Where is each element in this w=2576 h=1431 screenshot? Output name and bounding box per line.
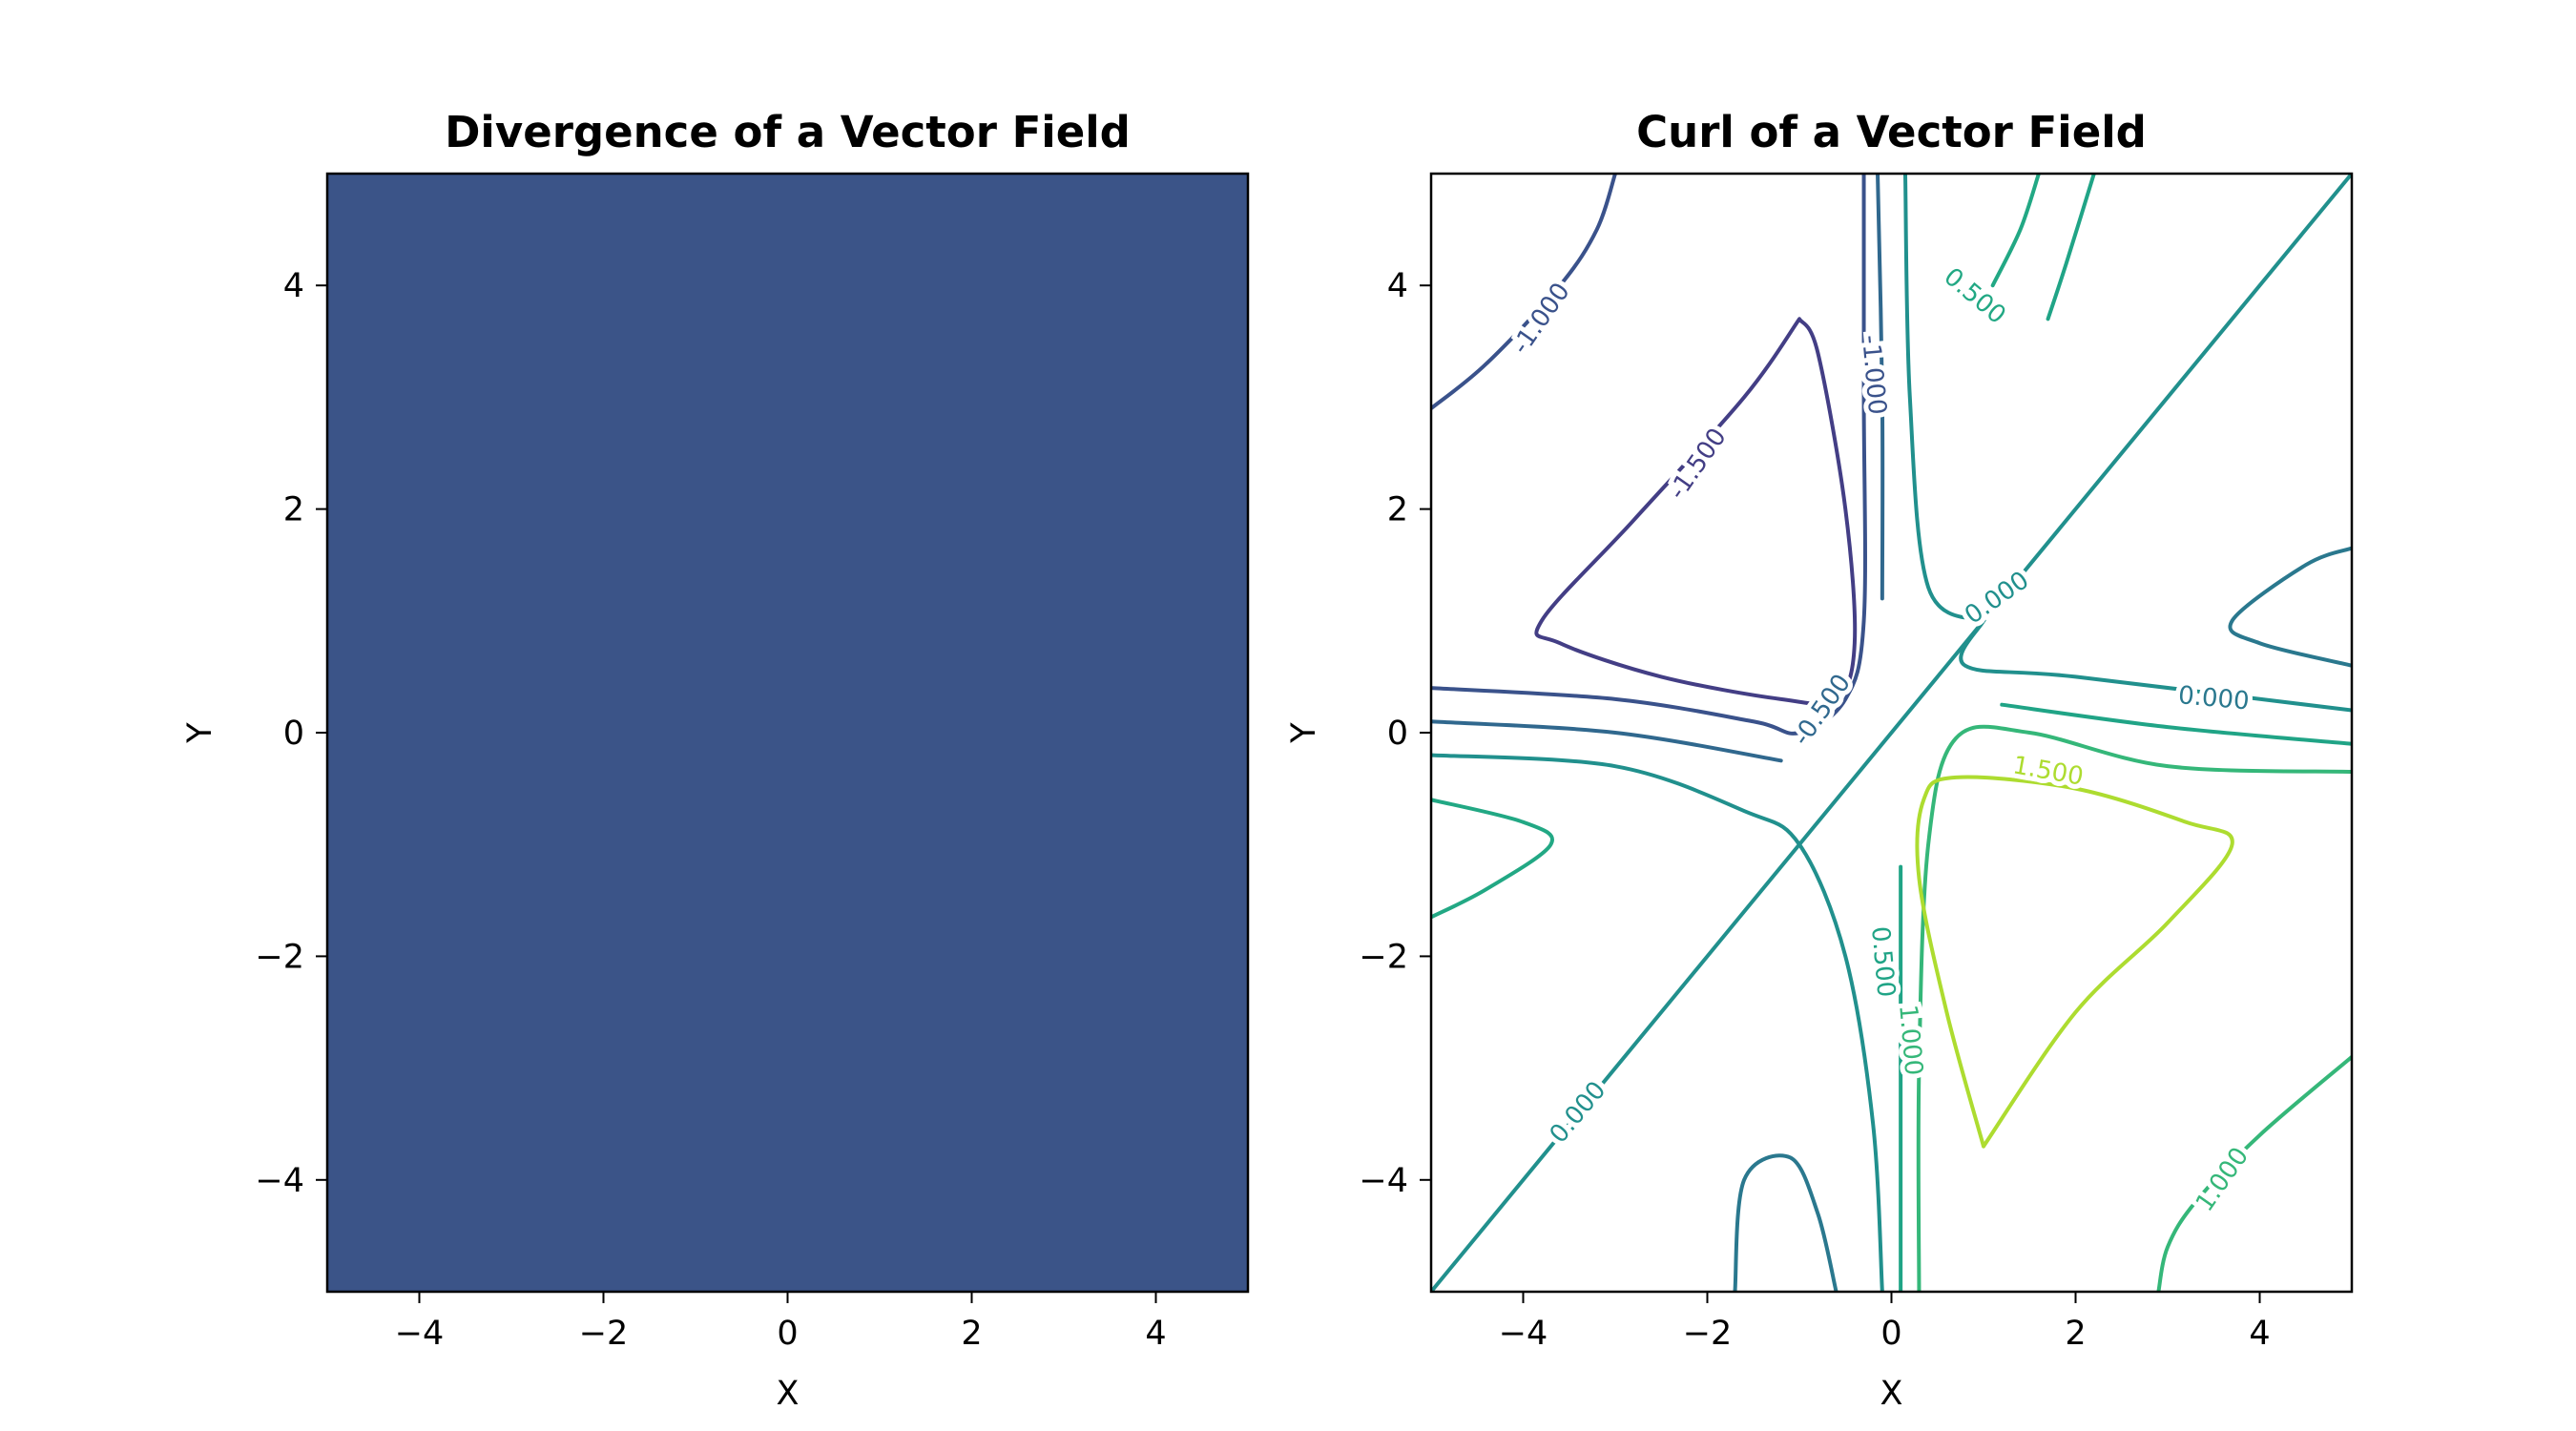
divergence-y-axis-label: Y: [181, 722, 219, 744]
contour-line: [1431, 753, 1884, 1292]
x-tick-label: 4: [2249, 1315, 2270, 1353]
divergence-title: Divergence of a Vector Field: [445, 107, 1131, 157]
curl-axes-frame: [1429, 172, 2354, 1294]
divergence-axes: −4 −2 0 2 4 −4 −2 0 2 4 Divergence of a Vector Fi…: [181, 107, 1250, 1413]
contour-line: [1534, 317, 1858, 707]
y-tick-label: 2: [1387, 491, 1408, 529]
x-tick-label: 0: [1880, 1315, 1901, 1353]
x-tick-label: 2: [2065, 1315, 2086, 1353]
contour-line: [1431, 719, 1783, 763]
contour-line: [1876, 174, 1885, 601]
curl-axes: -1.000-1.000-1.5000.5000.0000.000-0.5001…: [1285, 107, 2354, 1413]
y-tick-label: 0: [1387, 715, 1408, 753]
contour-line: [1915, 775, 2234, 1149]
y-tick-label: 4: [283, 267, 304, 305]
contour-line: [2228, 546, 2352, 668]
divergence-x-axis-label: X: [777, 1375, 800, 1413]
x-tick-label: −4: [1499, 1315, 1548, 1353]
contour-line: [1733, 1153, 1839, 1292]
contour-label: 0.500: [1865, 925, 1900, 999]
contour-line: [1431, 798, 1554, 920]
curl-contour-lines: [1431, 174, 2352, 1292]
y-tick-label: −4: [255, 1162, 304, 1200]
contour-line: [1959, 618, 2352, 713]
contour-line: [2046, 174, 2096, 321]
y-tick-label: −2: [255, 938, 304, 976]
contour-line: [1902, 174, 1985, 623]
contour-line: [2156, 1054, 2352, 1292]
curl-x-axis-label: X: [1880, 1375, 1903, 1413]
contour-line: [2000, 702, 2352, 746]
x-tick-label: −2: [579, 1315, 629, 1353]
x-tick-label: −4: [395, 1315, 445, 1353]
y-tick-label: 4: [1387, 267, 1408, 305]
divergence-ticks: −4 −2 0 2 4 −4 −2 0 2 4: [255, 267, 1166, 1353]
divergence-axes-frame: [325, 172, 1250, 1294]
contour-line: [1431, 174, 1867, 736]
x-tick-label: 2: [961, 1315, 982, 1353]
contour-line: [1431, 174, 1617, 411]
curl-y-axis-label: Y: [1285, 722, 1323, 744]
x-tick-label: 4: [1145, 1315, 1166, 1353]
divergence-field-fill: [327, 174, 1248, 1292]
x-tick-label: 0: [777, 1315, 798, 1353]
contour-line: [1990, 174, 2041, 288]
x-tick-label: −2: [1683, 1315, 1733, 1353]
contour-line: [1431, 174, 2352, 1292]
curl-ticks: −4 −2 0 2 4 −4 −2 0 2 4: [1359, 267, 2270, 1353]
y-tick-label: −4: [1359, 1162, 1408, 1200]
contour-line: [1916, 724, 2352, 1292]
curl-title: Curl of a Vector Field: [1636, 107, 2147, 157]
y-tick-label: 0: [283, 715, 304, 753]
y-tick-label: −2: [1359, 938, 1408, 976]
y-tick-label: 2: [283, 491, 304, 529]
